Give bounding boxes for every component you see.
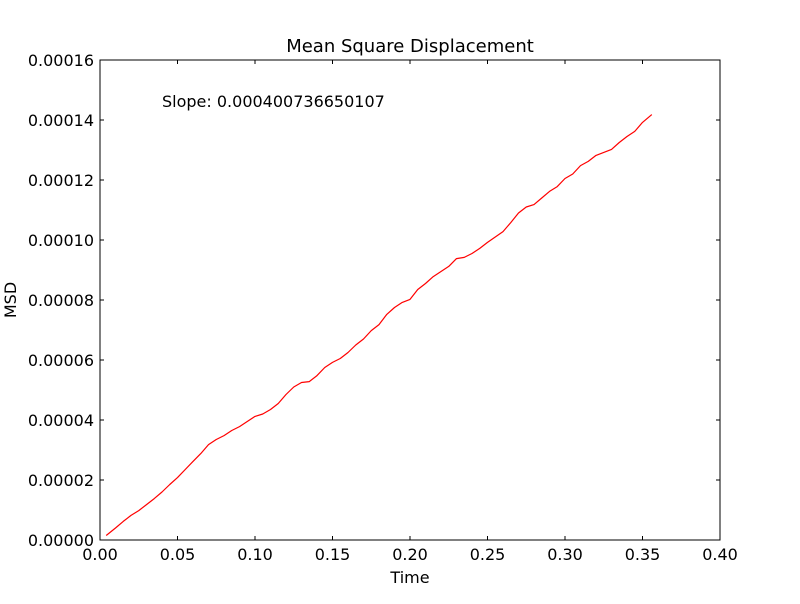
- y-tick-label: 0.00004: [28, 411, 94, 430]
- x-tick-label: 0.05: [160, 545, 196, 564]
- x-tick-label: 0.20: [392, 545, 428, 564]
- x-tick-label: 0.00: [82, 545, 118, 564]
- slope-annotation: Slope: 0.000400736650107: [162, 92, 385, 111]
- y-axis: 0.00000 0.00002 0.00004 0.00006 0.00008 0.000…: [28, 51, 720, 550]
- y-tick-label: 0.00014: [28, 111, 94, 130]
- x-tick-label: 0.30: [547, 545, 583, 564]
- y-tick-label: 0.00010: [28, 231, 94, 250]
- y-tick-label: 0.00006: [28, 351, 94, 370]
- x-tick-label: 0.35: [625, 545, 661, 564]
- x-axis-label: Time: [389, 568, 429, 587]
- chart-title: Mean Square Displacement: [286, 36, 534, 57]
- x-tick-label: 0.25: [470, 545, 506, 564]
- y-tick-label: 0.00012: [28, 171, 94, 190]
- msd-series-line: [105, 114, 653, 536]
- y-tick-label: 0.00002: [28, 471, 94, 490]
- x-tick-label: 0.10: [237, 545, 273, 564]
- plot-layer: [105, 114, 653, 536]
- x-axis: 0.00 0.05 0.10 0.15 0.20 0.25 0.30 0.35 0.40: [82, 60, 738, 564]
- x-tick-label: 0.15: [315, 545, 351, 564]
- y-tick-label: 0.00016: [28, 51, 94, 70]
- x-tick-label: 0.40: [702, 545, 738, 564]
- y-tick-label: 0.00000: [28, 531, 94, 550]
- y-axis-label: MSD: [1, 282, 20, 318]
- y-tick-label: 0.00008: [28, 291, 94, 310]
